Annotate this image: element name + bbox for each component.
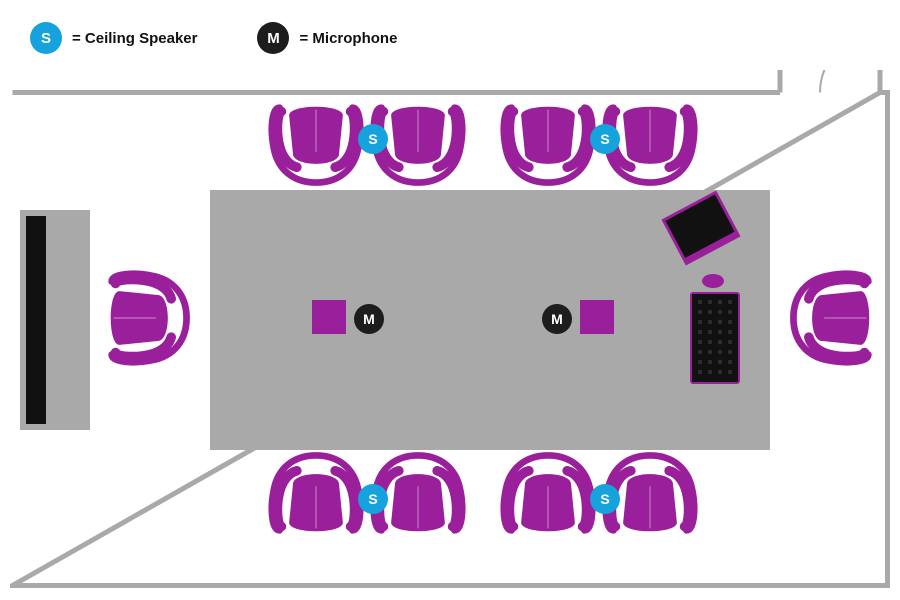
chair [780,270,876,366]
keyboard-icon [690,292,740,384]
ceiling-speaker-marker: S [358,484,388,514]
ceiling-speaker-marker: S [358,124,388,154]
table-pad [580,300,614,334]
speaker-legend-label: = Ceiling Speaker [72,30,197,47]
floorplan-canvas: S S S S M M [10,70,890,590]
mouse-icon [702,274,724,288]
table-pad [312,300,346,334]
microphone-marker: M [542,304,572,334]
microphone-legend-label: = Microphone [299,30,397,47]
chair [104,270,200,366]
chair [500,100,596,196]
ceiling-speaker-marker: S [590,124,620,154]
speaker-icon: S [30,22,62,54]
chair [500,442,596,538]
chair [268,100,364,196]
ceiling-speaker-marker: S [590,484,620,514]
microphone-marker: M [354,304,384,334]
microphone-icon: M [257,22,289,54]
chair [268,442,364,538]
wall-screen [20,210,90,430]
legend: S = Ceiling Speaker M = Microphone [30,22,397,54]
